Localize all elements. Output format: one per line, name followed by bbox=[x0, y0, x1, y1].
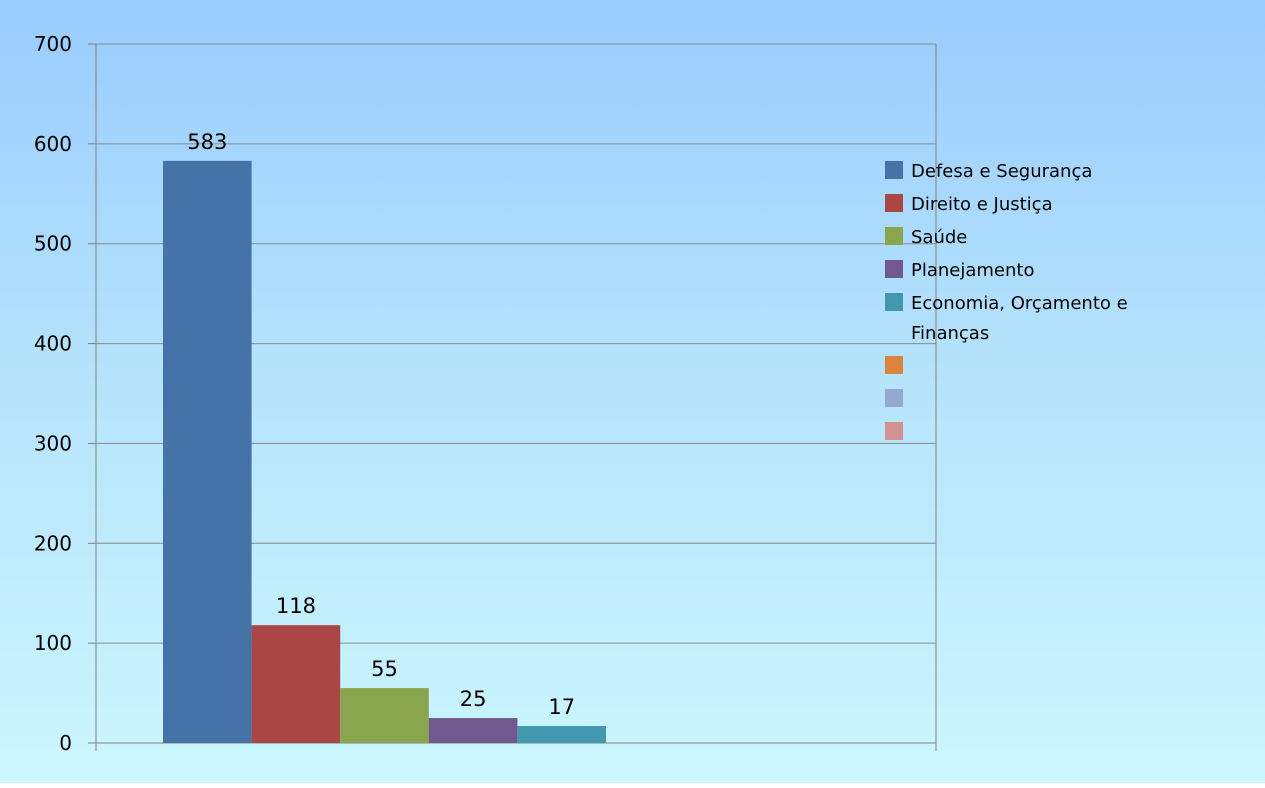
legend-swatch-empty-3 bbox=[885, 422, 903, 440]
y-axis-tick-labels: 0 100 200 300 400 500 600 700 bbox=[34, 32, 72, 755]
bar-5 bbox=[517, 726, 606, 743]
y-tick-label: 600 bbox=[34, 132, 72, 156]
data-labels: 583 118 55 25 17 bbox=[187, 130, 575, 719]
legend-swatch-3 bbox=[885, 227, 903, 245]
bars bbox=[163, 160, 606, 743]
legend-swatch-4 bbox=[885, 260, 903, 278]
y-tick-label: 100 bbox=[34, 631, 72, 655]
data-label-4: 25 bbox=[460, 687, 487, 711]
legend-swatch-1 bbox=[885, 161, 903, 179]
y-tick-label: 0 bbox=[59, 731, 72, 755]
legend-label-3: Saúde bbox=[911, 227, 967, 248]
y-tick-label: 700 bbox=[34, 32, 72, 56]
legend-swatch-empty-2 bbox=[885, 389, 903, 407]
legend-swatch-5 bbox=[885, 293, 903, 311]
y-tick-label: 400 bbox=[34, 332, 72, 356]
y-tick-label: 300 bbox=[34, 431, 72, 455]
data-label-2: 118 bbox=[276, 594, 316, 618]
bar-2 bbox=[251, 625, 341, 743]
bar-4 bbox=[428, 718, 518, 743]
y-tick-label: 200 bbox=[34, 531, 72, 555]
data-label-3: 55 bbox=[371, 657, 398, 681]
y-tick-label: 500 bbox=[34, 232, 72, 256]
legend-label-2: Direito e Justiça bbox=[911, 194, 1053, 215]
legend: Defesa e Segurança Direito e Justiça Saúde… bbox=[885, 161, 1128, 440]
data-label-5: 17 bbox=[548, 695, 575, 719]
legend-swatch-2 bbox=[885, 194, 903, 212]
legend-label-5: Economia, Orçamento e Finanças bbox=[911, 293, 1128, 344]
bar-3 bbox=[340, 688, 429, 743]
bar-1 bbox=[163, 160, 252, 743]
legend-swatch-empty-1 bbox=[885, 356, 903, 374]
data-label-1: 583 bbox=[187, 130, 227, 154]
legend-label-4: Planejamento bbox=[911, 260, 1035, 281]
legend-label-1: Defesa e Segurança bbox=[911, 161, 1092, 182]
